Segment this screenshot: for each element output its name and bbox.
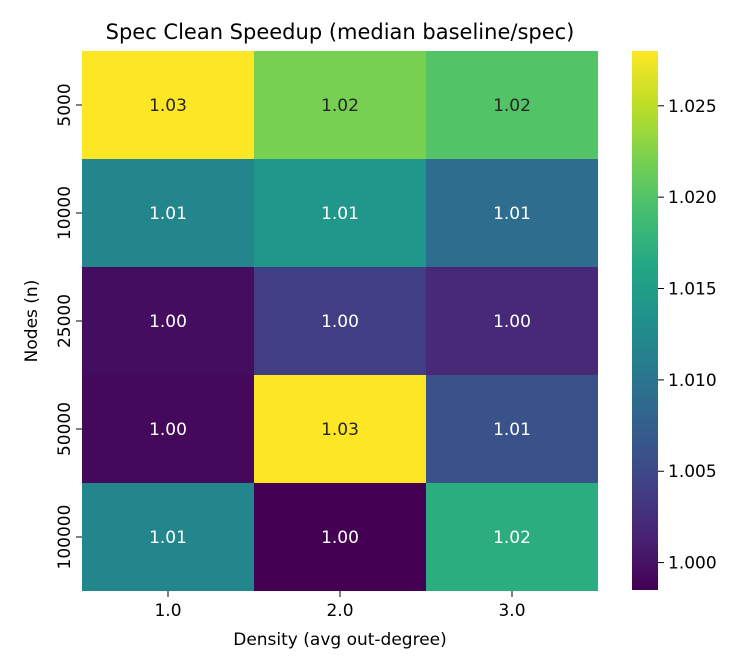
- cell-value-label: 1.02: [321, 96, 359, 116]
- x-tick-label: 2.0: [326, 601, 353, 621]
- y-tick-label: 10000: [55, 186, 75, 240]
- cell-value-label: 1.03: [149, 96, 187, 116]
- colorbar-tick-label: 1.010: [668, 371, 717, 391]
- heatmap-cell: [82, 267, 254, 375]
- cell-value-label: 1.01: [321, 204, 359, 224]
- heatmap-cell: [426, 483, 598, 591]
- cell-value-label: 1.02: [493, 96, 531, 116]
- heatmap-cell: [254, 159, 426, 267]
- cell-value-label: 1.01: [493, 420, 531, 440]
- heatmap-cell: [82, 159, 254, 267]
- y-tick-label: 100000: [55, 505, 75, 570]
- heatmap-cell: [254, 483, 426, 591]
- cell-value-label: 1.02: [493, 528, 531, 548]
- y-axis-label: Nodes (n): [22, 280, 42, 363]
- colorbar: [632, 51, 658, 590]
- heatmap-cell: [82, 51, 254, 159]
- heatmap-cell: [254, 51, 426, 159]
- y-tick-label: 5000: [55, 83, 75, 126]
- heatmap-cell: [426, 51, 598, 159]
- cell-value-label: 1.00: [149, 420, 187, 440]
- y-tick-label: 25000: [55, 294, 75, 348]
- heatmap-cells: [82, 51, 598, 591]
- cell-labels: 1.03 1.02 1.02 1.01 1.01 1.01 1.00 1.00 1.00 1.00…: [149, 96, 531, 548]
- colorbar-tick-label: 1.000: [668, 554, 717, 574]
- heatmap-cell: [426, 159, 598, 267]
- cell-value-label: 1.00: [493, 312, 531, 332]
- heatmap-cell: [254, 267, 426, 375]
- y-tick-label: 50000: [55, 402, 75, 456]
- heatmap-cell: [426, 375, 598, 483]
- colorbar-tick-label: 1.015: [668, 280, 717, 300]
- x-axis-label: Density (avg out-degree): [233, 630, 447, 650]
- colorbar-ticks: 1.000 1.005 1.010 1.015 1.020 1.025: [658, 97, 717, 574]
- x-tick-label: 3.0: [498, 601, 525, 621]
- heatmap-cell: [82, 483, 254, 591]
- heatmap-cell: [82, 375, 254, 483]
- y-axis: 5000 10000 25000 50000 100000: [55, 83, 82, 569]
- cell-value-label: 1.01: [149, 528, 187, 548]
- cell-value-label: 1.00: [321, 528, 359, 548]
- colorbar-tick-label: 1.005: [668, 462, 717, 482]
- cell-value-label: 1.01: [149, 204, 187, 224]
- heatmap-cell: [254, 375, 426, 483]
- cell-value-label: 1.00: [149, 312, 187, 332]
- colorbar-tick-label: 1.025: [668, 97, 717, 117]
- cell-value-label: 1.03: [321, 420, 359, 440]
- cell-value-label: 1.01: [493, 204, 531, 224]
- x-tick-label: 1.0: [154, 601, 181, 621]
- x-axis: 1.0 2.0 3.0: [154, 591, 526, 621]
- chart-title: Spec Clean Speedup (median baseline/spec…: [106, 20, 575, 44]
- colorbar-tick-label: 1.020: [668, 188, 717, 208]
- heatmap-cell: [426, 267, 598, 375]
- cell-value-label: 1.00: [321, 312, 359, 332]
